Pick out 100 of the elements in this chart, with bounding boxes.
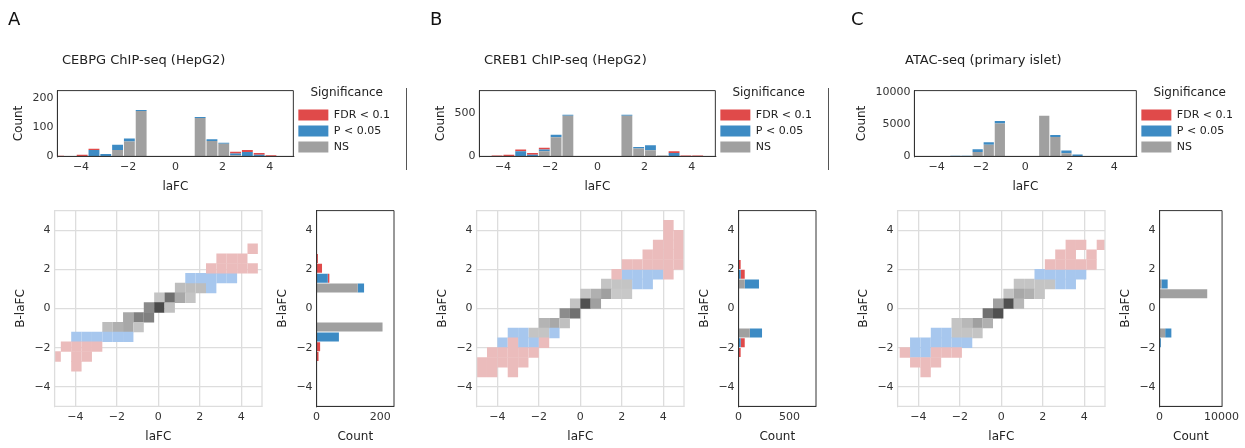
x-tick-label: 4 <box>688 159 696 173</box>
y-tick-label: −4 <box>718 379 735 393</box>
x-axis-title: laFC <box>162 178 189 193</box>
y-tick-label: −2 <box>456 340 473 354</box>
y-tick-label: −2 <box>296 340 313 354</box>
chart-title: CEBPG ChIP-seq (HepG2) <box>62 52 226 67</box>
x-tick-label: 4 <box>266 159 274 173</box>
y-tick-label: −4 <box>1139 379 1156 393</box>
x-tick-label: 200 <box>369 409 391 423</box>
y-axis-title: B-laFC <box>435 289 450 328</box>
legend-label: NS <box>755 139 772 153</box>
y-tick-label: −2 <box>34 340 51 354</box>
y-tick-label: 4 <box>886 223 894 237</box>
y-tick-label: 500 <box>454 105 476 119</box>
y-tick-label: 100 <box>32 120 54 134</box>
legend-label: NS <box>1176 139 1193 153</box>
x-tick-label: 0 <box>997 409 1005 423</box>
y-tick-label: 0 <box>727 301 735 315</box>
x-tick-label: −4 <box>494 159 512 173</box>
chart-title: CREB1 ChIP-seq (HepG2) <box>484 52 647 67</box>
legend-label: FDR < 0.1 <box>755 107 813 121</box>
x-tick-label: 500 <box>779 409 801 423</box>
y-tick-label: 2 <box>305 262 313 276</box>
x-tick-label: −2 <box>530 409 547 423</box>
y-tick-label: −4 <box>34 379 51 393</box>
x-tick-label: 2 <box>641 159 649 173</box>
x-tick-label: 0 <box>154 409 162 423</box>
legend-title: Significance <box>1153 85 1226 100</box>
x-tick-label: 4 <box>1110 159 1118 173</box>
text: B <box>430 8 443 29</box>
x-tick-label: −4 <box>67 409 84 423</box>
x-tick-label: 2 <box>196 409 204 423</box>
x-tick-label: 0 <box>576 409 584 423</box>
y-tick-label: 2 <box>465 262 473 276</box>
x-tick-label: −2 <box>951 409 968 423</box>
x-tick-label: 0 <box>1021 159 1029 173</box>
x-tick-label: 4 <box>1080 409 1088 423</box>
text: C <box>851 8 864 29</box>
chart-title: ATAC-seq (primary islet) <box>905 52 1062 67</box>
x-tick-label: 0 <box>171 159 179 173</box>
y-axis-title: Count <box>11 105 26 142</box>
y-axis-title: B-laFC <box>275 289 290 328</box>
x-tick-label: 10000 <box>1203 409 1239 423</box>
x-tick-label: 2 <box>219 159 227 173</box>
legend-label: FDR < 0.1 <box>1176 107 1234 121</box>
y-tick-label: −2 <box>718 340 735 354</box>
x-tick-label: −4 <box>489 409 506 423</box>
y-tick-label: −4 <box>296 379 313 393</box>
x-axis-title: laFC <box>584 178 611 193</box>
legend-label: FDR < 0.1 <box>333 107 391 121</box>
y-tick-label: 4 <box>727 223 735 237</box>
y-tick-label: 2 <box>1148 262 1156 276</box>
y-axis-title: B-laFC <box>13 289 28 328</box>
x-tick-label: −2 <box>542 159 559 173</box>
y-tick-label: 0 <box>886 301 894 315</box>
x-tick-label: 0 <box>593 159 601 173</box>
y-tick-label: 2 <box>43 262 51 276</box>
x-tick-label: 4 <box>237 409 245 423</box>
y-tick-label: 5000 <box>882 117 911 130</box>
y-tick-label: −2 <box>877 340 894 354</box>
y-tick-label: 2 <box>886 262 894 276</box>
y-tick-label: 4 <box>305 223 313 237</box>
x-axis-title: Count <box>337 428 374 443</box>
x-tick-label: −2 <box>108 409 125 423</box>
y-axis-title: B-laFC <box>697 289 712 328</box>
y-axis-title: Count <box>854 105 869 142</box>
legend-title: Significance <box>732 85 805 100</box>
y-tick-label: 0 <box>1148 301 1156 315</box>
x-tick-label: 2 <box>1066 159 1074 173</box>
y-tick-label: −4 <box>877 379 894 393</box>
legend-title: Significance <box>310 85 383 100</box>
legend-label: NS <box>333 139 350 153</box>
text: A <box>8 8 21 29</box>
y-tick-label: 10000 <box>875 84 911 98</box>
legend-label: P < 0.05 <box>333 123 382 137</box>
y-tick-label: 0 <box>46 149 54 163</box>
x-tick-label: −2 <box>120 159 137 173</box>
x-tick-label: 2 <box>618 409 626 423</box>
x-axis-title: laFC <box>567 428 594 443</box>
y-tick-label: 0 <box>465 301 473 315</box>
x-tick-label: −4 <box>910 409 927 423</box>
y-tick-label: 4 <box>465 223 473 237</box>
x-tick-label: −4 <box>928 159 945 173</box>
y-tick-label: −4 <box>456 379 473 393</box>
y-tick-label: 2 <box>727 262 735 276</box>
legend-label: P < 0.05 <box>755 123 804 137</box>
y-tick-label: 200 <box>32 90 54 104</box>
x-tick-label: 2 <box>1039 409 1047 423</box>
x-axis-title: laFC <box>1012 178 1039 193</box>
y-axis-title: B-laFC <box>856 289 871 328</box>
y-tick-label: 0 <box>468 149 476 163</box>
x-tick-label: 4 <box>659 409 667 423</box>
x-axis-title: Count <box>759 428 796 443</box>
x-tick-label: −4 <box>72 159 90 173</box>
x-axis-title: laFC <box>145 428 172 443</box>
y-tick-label: −2 <box>1139 340 1156 354</box>
x-axis-title: Count <box>1173 428 1209 443</box>
y-tick-label: 0 <box>903 149 911 163</box>
y-tick-label: 0 <box>43 301 51 315</box>
x-tick-label: −2 <box>972 159 990 173</box>
